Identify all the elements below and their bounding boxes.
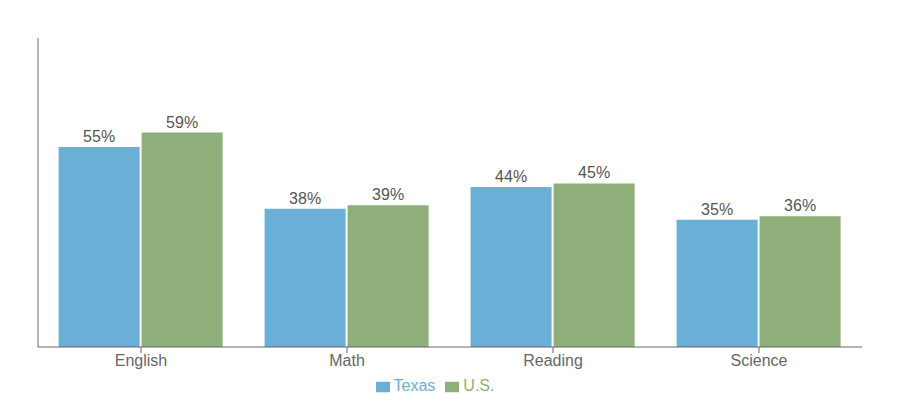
- svg-text:Science: Science: [731, 352, 788, 369]
- svg-text:Reading: Reading: [523, 352, 583, 369]
- svg-text:45%: 45%: [578, 164, 610, 181]
- svg-text:44%: 44%: [495, 168, 527, 185]
- svg-text:59%: 59%: [166, 114, 198, 131]
- html-text:U.S.: U.S.: [463, 377, 495, 394]
- svg-text:38%: 38%: [289, 190, 321, 207]
- svg-text:55%: 55%: [83, 128, 115, 145]
- html-text:Texas: Texas: [393, 377, 436, 394]
- svg-text:English: English: [115, 352, 167, 369]
- svg-text:39%: 39%: [372, 186, 404, 203]
- svg-text:35%: 35%: [701, 201, 733, 218]
- svg-text:Math: Math: [329, 352, 365, 369]
- svg-text:36%: 36%: [784, 197, 816, 214]
